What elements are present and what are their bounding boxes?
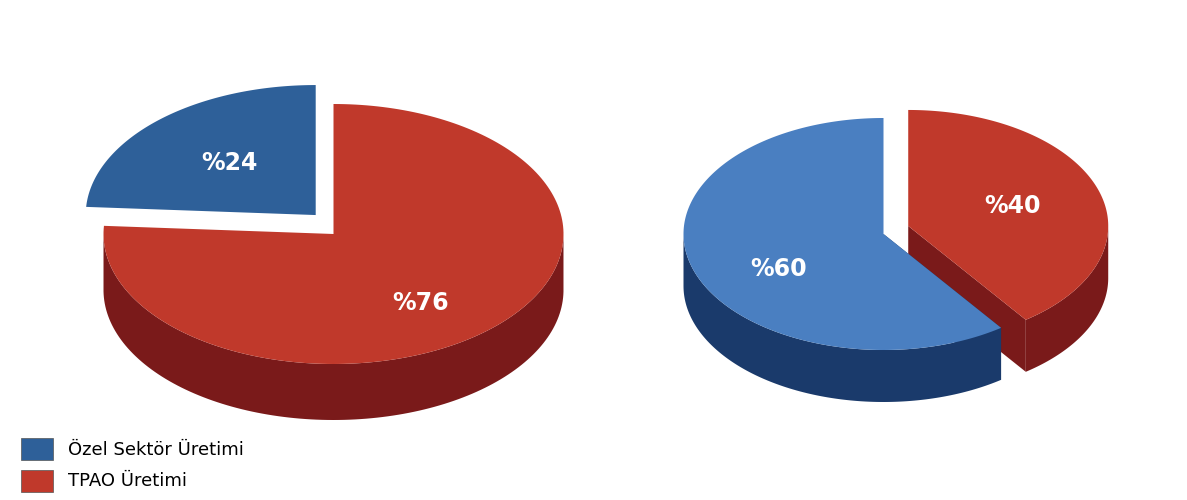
Text: %76: %76 — [392, 291, 449, 315]
Text: %40: %40 — [984, 194, 1041, 218]
Polygon shape — [87, 85, 316, 215]
Legend: Özel Sektör Üretimi, TPAO Üretimi: Özel Sektör Üretimi, TPAO Üretimi — [21, 438, 243, 492]
Polygon shape — [883, 234, 1001, 380]
Polygon shape — [908, 110, 1109, 320]
Text: %60: %60 — [750, 258, 807, 281]
Polygon shape — [1026, 227, 1109, 372]
Polygon shape — [684, 234, 1001, 402]
Polygon shape — [103, 104, 564, 364]
Text: %24: %24 — [201, 151, 258, 175]
Polygon shape — [908, 226, 1026, 372]
Polygon shape — [684, 118, 1001, 350]
Polygon shape — [103, 235, 564, 420]
